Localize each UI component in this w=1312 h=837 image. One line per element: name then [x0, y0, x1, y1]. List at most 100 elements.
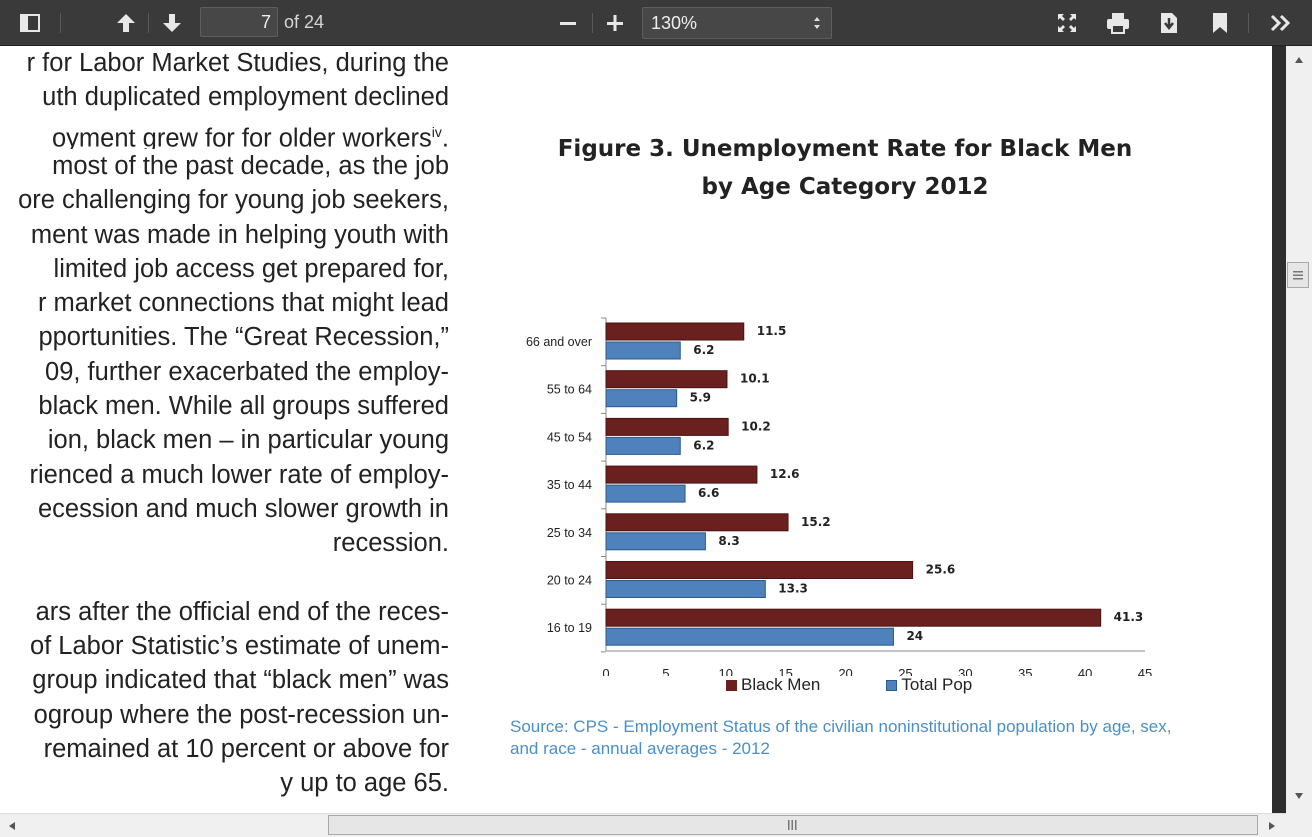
figure-title-line-1: Figure 3. Unemployment Rate for Black Me…: [557, 136, 1133, 162]
grip-icon: [788, 820, 797, 830]
bar-black-men: [605, 561, 914, 579]
presentation-mode-button[interactable]: [1054, 0, 1080, 46]
text-line: ecession and much slower growth in: [37, 494, 449, 523]
text-line: limited job access get prepared for,: [53, 254, 449, 283]
zoom-in-button[interactable]: [603, 0, 627, 46]
fullscreen-icon: [1058, 14, 1076, 32]
scroll-right-icon[interactable]: [1268, 821, 1276, 831]
x-tick-label: 25: [898, 666, 912, 676]
data-label: 12.6: [770, 467, 800, 481]
printer-icon: [1107, 13, 1129, 34]
page-edge-shadow: [1272, 46, 1286, 813]
pdf-toolbar: 7 of 24 130%: [0, 0, 1312, 46]
text-line: r market connections that might lead: [37, 289, 449, 318]
text-line: [0, 561, 449, 595]
data-label: 10.2: [741, 419, 771, 433]
print-button[interactable]: [1104, 0, 1132, 46]
text-line: of Labor Statistic’s estimate of unem-: [29, 632, 449, 661]
bar-chart: 051015202530354045Rate66 and over11.56.2…: [526, 317, 1152, 676]
tools-button[interactable]: [1266, 0, 1296, 46]
plus-icon: [607, 15, 623, 31]
text-line: ogroup where the post-recession un-: [33, 700, 449, 729]
legend-label-black-men: Black Men: [741, 675, 821, 694]
category-label: 45 to 54: [547, 430, 592, 444]
horizontal-scroll-thumb[interactable]: [328, 815, 1258, 835]
text-line: ars after the official end of the reces-: [35, 597, 449, 626]
bar-black-men: [605, 322, 745, 341]
x-tick-label: 40: [1078, 666, 1092, 676]
data-label: 25.6: [926, 563, 956, 577]
text-line: most of the past decade, as the job: [52, 151, 449, 180]
text-line: uth duplicated employment declined: [42, 83, 449, 112]
text-line: oyment grew for for older workersiv.: [51, 123, 449, 149]
x-tick-label: 15: [778, 666, 792, 676]
document-viewer[interactable]: r for Labor Market Studies, during the ut…: [0, 46, 1272, 813]
text-line: 09, further exacerbated the employ-: [45, 357, 449, 386]
figure-title-line-2: by Age Category 2012: [701, 174, 989, 200]
bar-total-pop: [605, 532, 706, 551]
page-number-input[interactable]: 7: [200, 7, 278, 37]
text-line: pportunities. The “Great Recession,”: [38, 323, 449, 352]
scroll-down-icon[interactable]: [1294, 792, 1304, 800]
category-label: 20 to 24: [547, 574, 592, 588]
bar-black-men: [605, 608, 1102, 627]
text-line: y up to age 65.: [280, 769, 449, 798]
chart-legend: Black Men Total Pop: [726, 675, 972, 695]
x-tick-label: 30: [958, 666, 972, 676]
legend-label-total-pop: Total Pop: [901, 675, 973, 694]
source-line-1: Source: CPS - Employment Status of the c…: [510, 717, 1172, 736]
double-chevron-right-icon: [1270, 14, 1291, 32]
text-line: rienced a much lower rate of employ-: [29, 460, 449, 489]
bar-total-pop: [605, 389, 678, 408]
bar-black-men: [605, 370, 728, 389]
footnote-marker[interactable]: iv: [431, 123, 442, 140]
bookmark-icon: [1213, 13, 1227, 33]
page-count-label: of 24: [284, 12, 325, 32]
category-label: 66 and over: [526, 335, 592, 349]
text-line: recession.: [332, 529, 449, 558]
text-line: remained at 10 percent or above for: [43, 735, 449, 763]
zoom-select[interactable]: 130%: [642, 7, 832, 39]
sidebar-icon: [20, 14, 40, 32]
x-tick-label: 45: [1138, 666, 1152, 676]
vertical-scroll-thumb[interactable]: [1287, 262, 1309, 288]
scroll-left-icon[interactable]: [8, 821, 16, 831]
bar-total-pop: [605, 627, 894, 646]
data-label: 6.2: [693, 343, 714, 357]
data-label: 6.6: [698, 486, 719, 500]
scroll-up-icon[interactable]: [1294, 56, 1304, 64]
legend-swatch-black-men: [726, 679, 737, 691]
data-label: 8.3: [718, 534, 739, 548]
sidebar-toggle-button[interactable]: [14, 0, 46, 46]
text-line: ore challenging for young job seekers,: [18, 186, 449, 215]
data-label: 6.2: [693, 438, 714, 452]
data-label: 41.3: [1114, 610, 1144, 624]
grip-icon: [1293, 271, 1303, 280]
zoom-out-button[interactable]: [556, 0, 580, 46]
arrow-down-icon: [163, 14, 181, 32]
next-page-button[interactable]: [158, 0, 186, 46]
download-button[interactable]: [1156, 0, 1182, 46]
x-tick-label: 5: [662, 666, 669, 676]
vertical-scrollbar[interactable]: [1286, 46, 1312, 813]
x-tick-label: 0: [602, 666, 609, 676]
bookmark-button[interactable]: [1208, 0, 1232, 46]
data-label: 24: [906, 629, 923, 643]
minus-icon: [560, 22, 576, 25]
previous-page-button[interactable]: [112, 0, 140, 46]
bar-total-pop: [605, 484, 686, 503]
toolbar-separator: [1248, 13, 1249, 33]
category-label: 25 to 34: [547, 526, 592, 540]
text-line: ment was made in helping youth with: [30, 220, 449, 249]
data-label: 13.3: [778, 582, 808, 596]
category-label: 35 to 44: [547, 478, 592, 492]
bar-total-pop: [605, 341, 681, 360]
bar-total-pop: [605, 436, 681, 455]
figure-title: Figure 3. Unemployment Rate for Black Me…: [510, 130, 1180, 206]
text-line: ion, black men – in particular young: [47, 426, 449, 455]
data-label: 11.5: [757, 324, 787, 338]
download-icon: [1161, 13, 1177, 33]
category-label: 55 to 64: [547, 383, 592, 397]
category-label: 16 to 19: [547, 621, 592, 635]
toolbar-separator: [592, 13, 593, 33]
